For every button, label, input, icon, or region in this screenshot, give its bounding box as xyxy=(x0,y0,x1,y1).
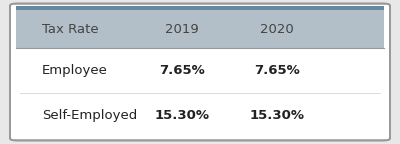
Text: 7.65%: 7.65% xyxy=(159,64,204,77)
Text: Tax Rate: Tax Rate xyxy=(42,23,98,36)
Text: Employee: Employee xyxy=(42,64,108,77)
Text: Self-Employed: Self-Employed xyxy=(42,109,137,122)
Text: 7.65%: 7.65% xyxy=(254,64,300,77)
FancyBboxPatch shape xyxy=(10,4,390,140)
Bar xyxy=(16,6,384,48)
Text: 15.30%: 15.30% xyxy=(154,109,209,122)
Text: 2019: 2019 xyxy=(165,23,198,36)
Text: 15.30%: 15.30% xyxy=(250,109,305,122)
Bar xyxy=(16,6,384,10)
Text: 2020: 2020 xyxy=(260,23,294,36)
